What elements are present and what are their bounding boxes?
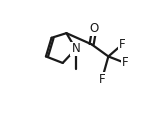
- Text: F: F: [99, 73, 105, 86]
- Text: F: F: [119, 38, 126, 51]
- Text: O: O: [90, 22, 99, 35]
- Text: F: F: [122, 57, 128, 69]
- Text: N: N: [71, 42, 80, 56]
